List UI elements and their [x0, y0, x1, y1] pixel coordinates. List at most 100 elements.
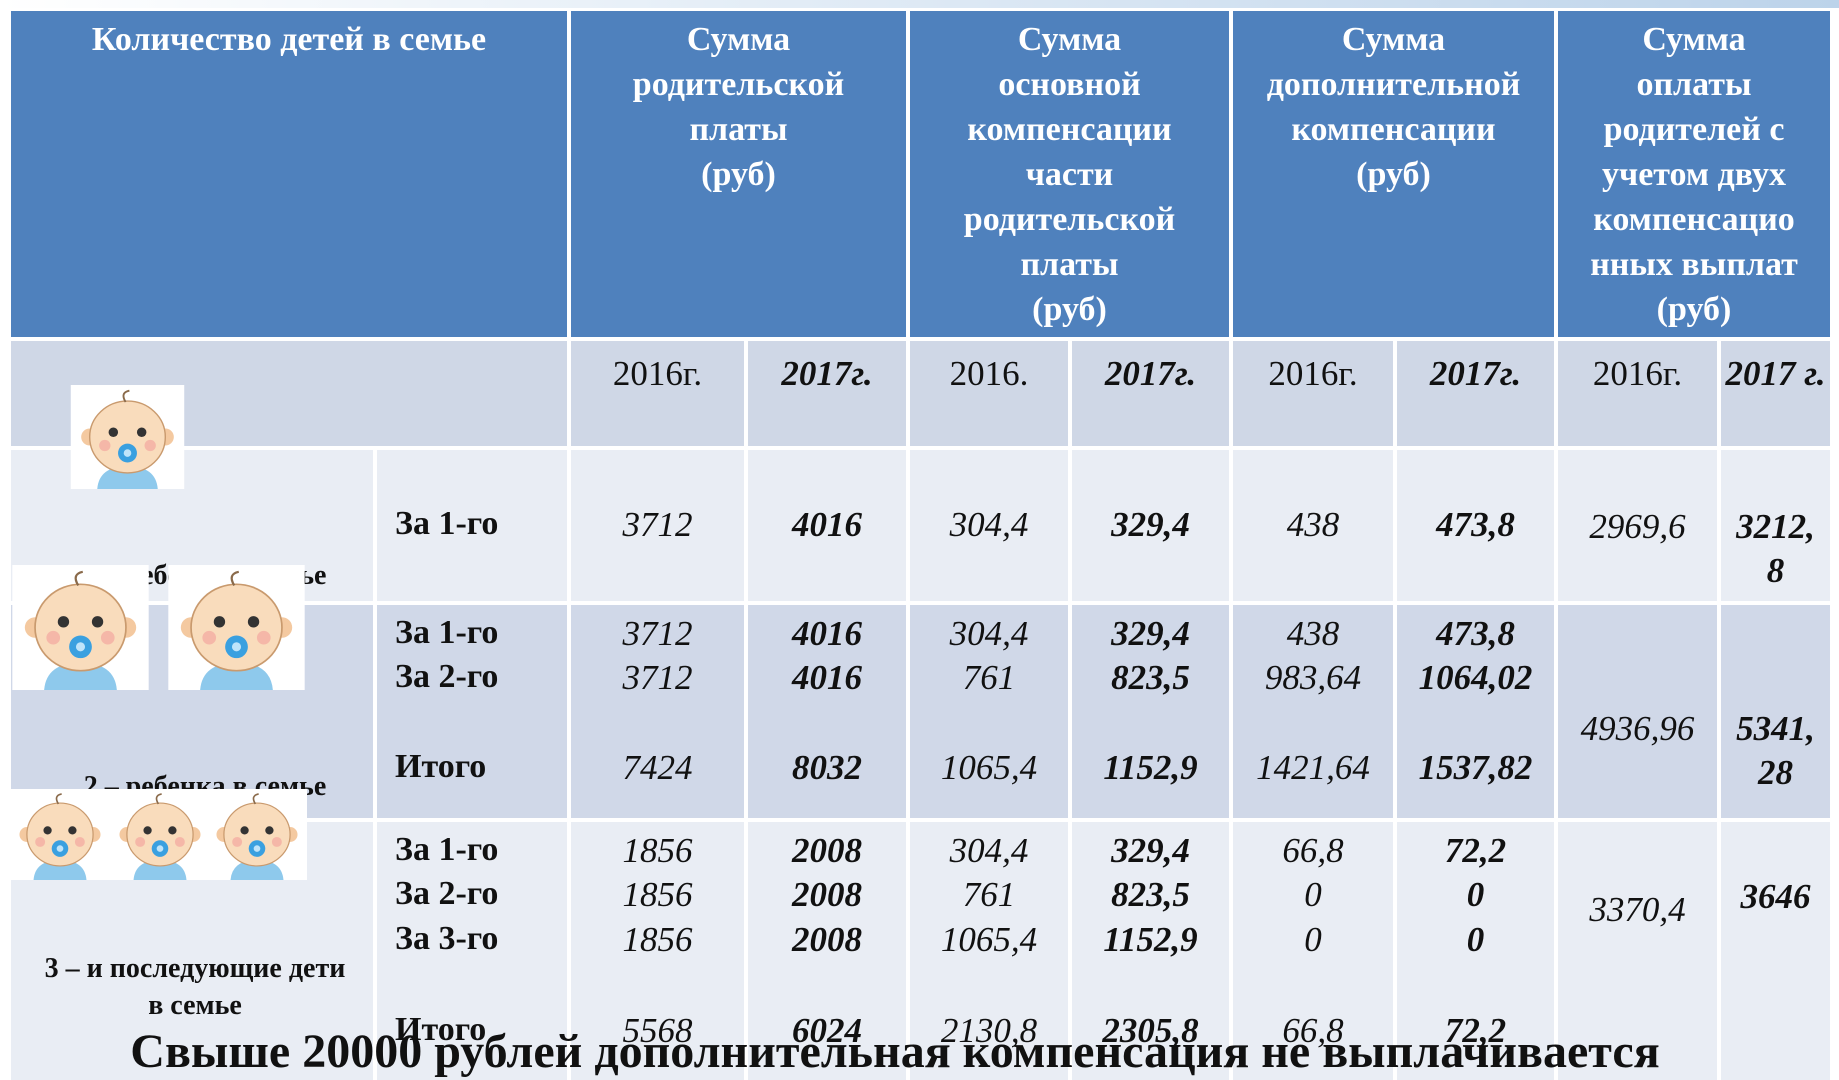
header-text: Сумма: [1017, 21, 1122, 58]
value: 3712: [622, 505, 693, 544]
value-cell: [1072, 605, 1229, 818]
year-label: 2017г.: [781, 354, 873, 393]
baby: [207, 789, 307, 880]
value-cell: [571, 822, 744, 1080]
header-cell: [1558, 11, 1830, 337]
value: 1856: [622, 920, 693, 959]
value-cell: [1233, 822, 1393, 1080]
year-cell: [571, 341, 744, 446]
value: 304,4: [949, 505, 1029, 544]
header-text: родителей с: [1603, 111, 1785, 148]
row-label: За 1-го: [395, 831, 499, 868]
value-cell: [748, 605, 906, 818]
total-value: 5341,28: [1736, 709, 1815, 792]
value: 473,8: [1436, 505, 1515, 544]
header-text: (руб): [1656, 291, 1732, 328]
value: 304,4: [949, 614, 1029, 653]
row-label: Итого: [395, 1011, 487, 1048]
value: 983,64: [1264, 658, 1362, 697]
header-cell: [1233, 11, 1554, 337]
total-value: 3212,8: [1736, 507, 1815, 590]
row-label: За 2-го: [395, 658, 499, 695]
value: 4016: [792, 505, 862, 544]
header-text: дополнительной: [1266, 66, 1521, 103]
header-text: нных выплат: [1590, 246, 1798, 283]
value: 2305,8: [1102, 1011, 1199, 1050]
value-cell: [748, 450, 906, 601]
header-text: Сумма: [686, 21, 791, 58]
header-text: (руб): [1356, 156, 1431, 193]
value: 761: [962, 875, 1016, 914]
value: 2008: [792, 875, 862, 914]
value: 72,2: [1444, 831, 1507, 870]
header-text: учетом двух: [1602, 156, 1786, 193]
value: 1856: [622, 875, 693, 914]
header-text: платы: [1020, 246, 1119, 283]
year-cell: [1072, 341, 1229, 446]
row-label: За 1-го: [395, 505, 499, 542]
value-cell: [1558, 450, 1717, 601]
value: 7424: [622, 748, 693, 787]
value: 304,4: [949, 831, 1029, 870]
value: 0: [1304, 875, 1322, 914]
year-label: 2017г.: [1429, 354, 1522, 393]
header-text: родительской: [632, 66, 845, 103]
header-text: платы: [689, 111, 788, 148]
value-cell: [1721, 450, 1830, 601]
value: 5568: [622, 1011, 693, 1050]
header-text: Количество детей в семье: [91, 21, 487, 58]
top-strip: [0, 0, 1839, 8]
header-text: основной: [998, 66, 1141, 103]
year-label: 2016г.: [1592, 354, 1683, 393]
value: 329,4: [1111, 505, 1190, 544]
header-text: родительской: [963, 201, 1176, 238]
header-text: оплаты: [1636, 66, 1752, 103]
year-cell: [1397, 341, 1554, 446]
header-cell: [571, 11, 906, 337]
value: 823,5: [1111, 875, 1190, 914]
value-cell: [1072, 822, 1229, 1080]
value: 66,8: [1282, 1011, 1344, 1050]
value-cell: [910, 605, 1068, 818]
value: 66,8: [1282, 831, 1344, 870]
value: 329,4: [1111, 831, 1190, 870]
value: 72,2: [1444, 1011, 1507, 1050]
footer-note: Свыше 20000 рублей дополнительная компен…: [130, 1025, 1660, 1078]
total-value: 3370,4: [1589, 890, 1686, 929]
header-text: компенсации: [967, 111, 1172, 148]
value: 823,5: [1111, 658, 1190, 697]
year-cell: [1233, 341, 1393, 446]
value: 1152,9: [1103, 920, 1198, 959]
row-label: За 3-го: [395, 920, 499, 957]
value: 1065,4: [940, 920, 1038, 959]
header-text: Сумма: [1341, 21, 1446, 58]
year-label: 2016г.: [1268, 354, 1358, 393]
baby: [110, 789, 210, 880]
value-cell: [1558, 822, 1717, 1080]
row-label: Итого: [395, 748, 487, 785]
value: 438: [1286, 505, 1340, 544]
value: 6024: [792, 1011, 862, 1050]
value-cell: [910, 450, 1068, 601]
value: 329,4: [1111, 614, 1190, 653]
value: 8032: [792, 748, 862, 787]
total-value: 3646: [1740, 877, 1811, 916]
baby: [69, 385, 186, 489]
year-label: 2017 г.: [1725, 354, 1826, 393]
header-cell: [910, 11, 1229, 337]
baby: [167, 565, 306, 690]
value: 1421,64: [1256, 748, 1370, 787]
value-cell: [1233, 450, 1393, 601]
value-cell: [571, 450, 744, 601]
value: 761: [962, 658, 1016, 697]
year-cell: [1721, 341, 1830, 446]
year-label: 2016.: [949, 354, 1029, 393]
total-value: 4936,96: [1580, 709, 1695, 748]
header-text: части: [1025, 156, 1114, 193]
value-cell: [1721, 822, 1830, 1080]
value-cell: [748, 822, 906, 1080]
group-label: 3 – и последующие дети в семье: [44, 953, 346, 1021]
value-cell: [1397, 605, 1554, 818]
